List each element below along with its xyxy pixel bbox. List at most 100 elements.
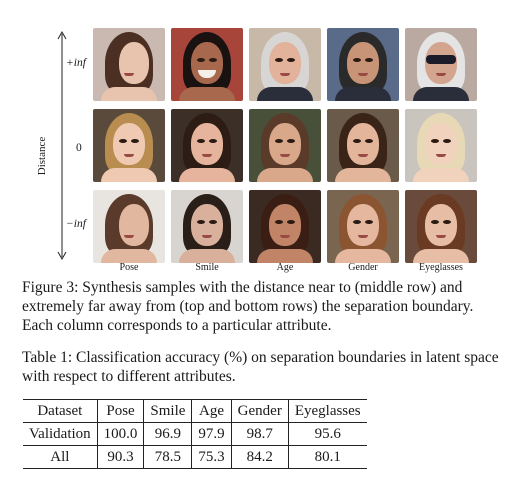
double-arrow-icon (57, 30, 67, 261)
mouth-shape (436, 73, 446, 76)
distance-axis: Distance (24, 28, 114, 263)
header-cell: Smile (143, 399, 193, 423)
face-image (93, 28, 165, 101)
face-image (327, 28, 399, 101)
column-label-eyeglasses: Eyeglasses (419, 262, 463, 273)
eye-shape (431, 220, 439, 224)
face-image (405, 190, 477, 263)
table-cell: Validation (23, 422, 98, 446)
figure-caption: Figure 3: Synthesis samples with the dis… (22, 279, 474, 335)
mouth-shape (202, 154, 212, 157)
table-cell: All (23, 445, 98, 469)
shoulders-shape (257, 249, 313, 263)
table-cell: 90.3 (96, 445, 145, 469)
shoulders-shape (101, 87, 157, 101)
table-cell: 95.6 (287, 422, 367, 446)
axis-title: Distance (36, 136, 48, 176)
table-cell: 100.0 (96, 422, 145, 446)
header-cell: Age (191, 399, 232, 423)
row-label-bottom: −inf (66, 218, 86, 230)
column-label-smile: Smile (195, 262, 219, 273)
eye-shape (287, 139, 295, 143)
eye-shape (365, 220, 373, 224)
header-cell: Pose (96, 399, 145, 423)
face-image (171, 28, 243, 101)
eye-shape (365, 58, 373, 62)
shoulders-shape (413, 87, 469, 101)
face-image (171, 190, 243, 263)
face-shape (425, 123, 457, 165)
mouth-shape (436, 235, 446, 238)
face-shape (425, 204, 457, 246)
eye-shape (209, 220, 217, 224)
mouth-shape (124, 235, 134, 238)
face-image (171, 109, 243, 182)
shoulders-shape (179, 168, 235, 182)
mouth-shape (198, 70, 216, 78)
column-label-pose: Pose (119, 262, 139, 273)
shoulders-shape (413, 249, 469, 263)
eye-shape (443, 220, 451, 224)
table-row: Validation 100.0 96.9 97.9 98.7 95.6 (23, 422, 367, 446)
face-shape (113, 123, 145, 165)
table-header-row: Dataset Pose Smile Age Gender Eyeglasses (23, 399, 367, 423)
table-cell: 75.3 (191, 445, 232, 469)
table-caption: Table 1: Classification accuracy (%) on … (22, 349, 499, 386)
eye-shape (131, 139, 139, 143)
eye-shape (353, 220, 361, 224)
mouth-shape (124, 154, 134, 157)
shoulders-shape (101, 168, 157, 182)
table-cell: 80.1 (287, 445, 367, 469)
face-shape (347, 123, 379, 165)
column-label-age: Age (276, 262, 294, 273)
shoulders-shape (413, 168, 469, 182)
face-image (93, 190, 165, 263)
eye-shape (353, 139, 361, 143)
shoulders-shape (335, 87, 391, 101)
eye-shape (353, 58, 361, 62)
eye-shape (275, 220, 283, 224)
shoulders-shape (257, 87, 313, 101)
shoulders-shape (335, 168, 391, 182)
mouth-shape (436, 154, 446, 157)
figure-3: Distance +inf 0 −inf Pose Smile Age Gend… (24, 28, 477, 273)
eye-shape (287, 220, 295, 224)
face-image (327, 109, 399, 182)
header-cell: Eyeglasses (287, 399, 367, 423)
header-cell: Gender (230, 399, 289, 423)
eye-shape (275, 58, 283, 62)
face-image (249, 190, 321, 263)
table-cell: 98.7 (230, 422, 289, 446)
face-image (327, 190, 399, 263)
eye-shape (287, 58, 295, 62)
face-shape (119, 42, 149, 84)
accuracy-table: Dataset Pose Smile Age Gender Eyeglasses… (23, 399, 367, 469)
eye-shape (365, 139, 373, 143)
mouth-shape (358, 154, 368, 157)
table-cell: 97.9 (191, 422, 232, 446)
shoulders-shape (179, 249, 235, 263)
face-image (93, 109, 165, 182)
eye-shape (197, 139, 205, 143)
shoulders-shape (257, 168, 313, 182)
mouth-shape (358, 73, 368, 76)
shoulders-shape (335, 249, 391, 263)
face-shape (269, 204, 301, 246)
face-image (405, 28, 477, 101)
mouth-shape (280, 73, 290, 76)
eye-shape (431, 139, 439, 143)
table-row: All 90.3 78.5 75.3 84.2 80.1 (23, 445, 367, 469)
table-cell: 96.9 (143, 422, 193, 446)
face-shape (347, 204, 379, 246)
header-cell: Dataset (23, 399, 98, 423)
eye-shape (209, 58, 217, 62)
eye-shape (209, 139, 217, 143)
face-shape (191, 204, 223, 246)
face-shape (191, 123, 223, 165)
shoulders-shape (179, 87, 235, 101)
face-image (405, 109, 477, 182)
eye-shape (275, 139, 283, 143)
eye-shape (197, 58, 205, 62)
face-shape (119, 204, 149, 246)
face-image (249, 109, 321, 182)
